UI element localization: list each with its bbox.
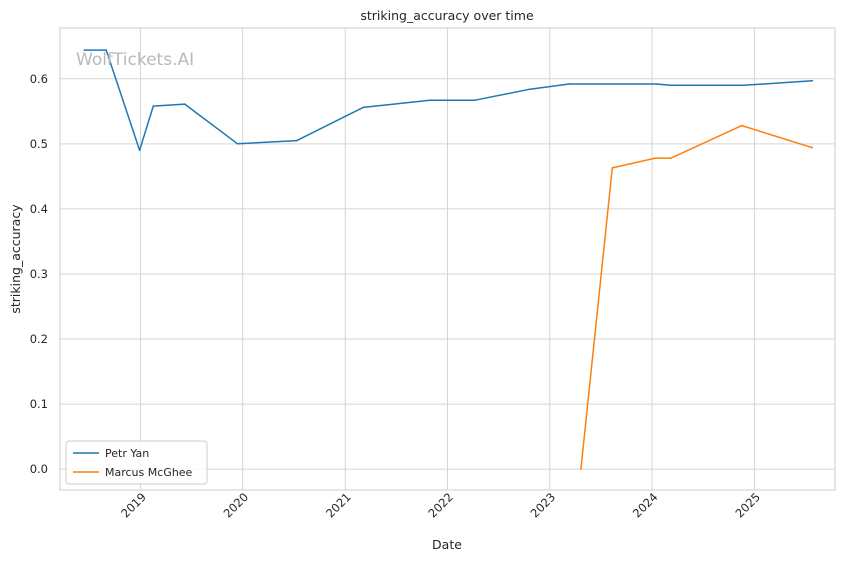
series-line-petr-yan <box>84 49 813 152</box>
legend: Petr Yan Marcus McGhee <box>65 440 208 485</box>
series-lines <box>83 49 814 471</box>
grid-lines <box>60 28 835 490</box>
data-point-petr-yan <box>568 83 570 85</box>
legend-box <box>65 440 208 485</box>
y-axis-label: striking_accuracy <box>8 204 23 314</box>
data-point-petr-yan <box>152 105 155 107</box>
data-point-marcus-mcghee <box>811 146 814 149</box>
data-point-petr-yan <box>429 99 431 101</box>
watermark-text: WolfTickets.AI <box>76 50 194 70</box>
data-point-petr-yan <box>811 79 814 82</box>
data-point-petr-yan <box>236 143 239 145</box>
data-point-petr-yan <box>83 49 86 51</box>
data-point-marcus-mcghee <box>670 157 672 159</box>
y-tick-label: 0.2 <box>30 332 48 346</box>
y-tick-label: 0.1 <box>30 397 48 411</box>
data-point-petr-yan <box>670 84 672 87</box>
data-point-petr-yan <box>138 149 141 152</box>
data-point-petr-yan <box>296 139 298 142</box>
y-tick-label: 0.5 <box>30 137 48 151</box>
y-tick-label: 0.3 <box>30 267 48 281</box>
series-line-marcus-mcghee <box>580 124 813 470</box>
chart-title: striking_accuracy over time <box>360 8 534 23</box>
data-point-petr-yan <box>183 103 186 105</box>
y-tick-label: 0.6 <box>30 72 48 86</box>
data-point-marcus-mcghee <box>580 468 582 471</box>
data-point-marcus-mcghee <box>740 124 743 127</box>
y-tick-label: 0.0 <box>30 462 48 476</box>
data-point-petr-yan <box>474 99 476 101</box>
y-tick-label: 0.4 <box>30 202 48 216</box>
legend-label-marcus-mcghee: Marcus McGhee <box>105 466 193 479</box>
y-axis-ticks: 0.0 0.1 0.2 0.3 0.4 0.5 0.6 <box>30 72 48 476</box>
data-point-marcus-mcghee <box>611 167 614 169</box>
series-points-petr-yan <box>83 49 814 152</box>
data-point-petr-yan <box>105 49 107 51</box>
data-point-marcus-mcghee <box>654 157 657 159</box>
data-point-petr-yan <box>655 83 657 85</box>
data-point-petr-yan <box>742 84 745 87</box>
x-axis-label: Date <box>432 537 462 552</box>
legend-label-petr-yan: Petr Yan <box>105 447 149 460</box>
data-point-petr-yan <box>362 106 365 109</box>
series-points-marcus-mcghee <box>580 124 814 471</box>
data-point-petr-yan <box>529 88 531 90</box>
